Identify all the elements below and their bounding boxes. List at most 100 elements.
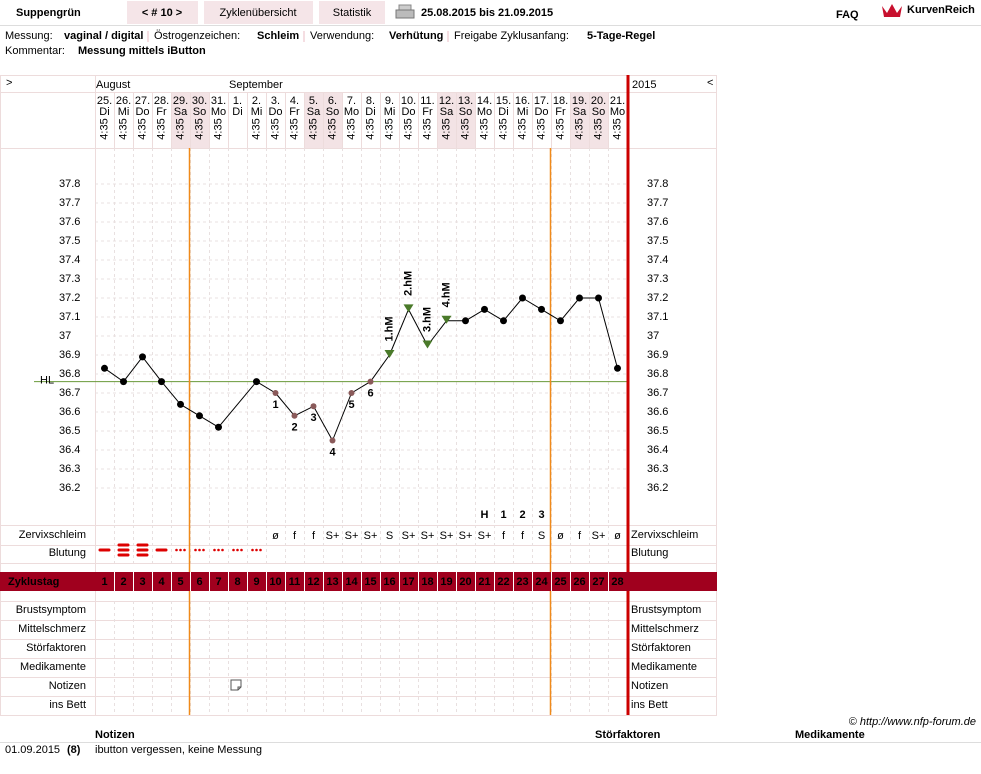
high-point — [422, 340, 433, 349]
tab-label[interactable]: Zyklenübersicht — [219, 7, 296, 19]
time-label: 4:35 — [212, 118, 224, 139]
cycle-day: 21 — [478, 576, 490, 588]
row-label: Brustsymptom — [16, 604, 86, 616]
low-label: 3 — [310, 412, 316, 424]
peak-marker: H — [481, 509, 489, 521]
info-value: Verhütung — [389, 30, 443, 42]
tab-overview[interactable] — [204, 1, 313, 24]
day-label: 11. — [420, 95, 434, 107]
weekday-label: Di — [232, 106, 242, 118]
info-value: Messung mittels iButton — [78, 45, 206, 57]
table-header: Medikamente — [795, 729, 865, 741]
spotting-icon — [240, 548, 243, 552]
temp-point — [538, 305, 545, 313]
low-point — [348, 390, 355, 396]
weekday-label: Sa — [573, 106, 587, 118]
day-label: 10. — [401, 95, 416, 107]
row-label: Blutung — [49, 547, 86, 559]
row-label-right: Brustsymptom — [631, 604, 701, 616]
low-point — [272, 390, 279, 396]
info-value: 5-Tage-Regel — [587, 30, 655, 42]
day-label: 8. — [366, 95, 375, 107]
time-label: 4:35 — [554, 118, 566, 139]
cycle-day: 9 — [253, 576, 259, 588]
brand-name[interactable]: KurvenReich — [907, 4, 975, 16]
day-label: 18. — [553, 95, 568, 107]
y-tick-label-right: 36.6 — [647, 406, 668, 418]
temp-segment — [370, 354, 390, 382]
spotting-icon — [183, 548, 186, 552]
row-label-right: Medikamente — [631, 661, 697, 673]
cycle-nav[interactable]: < # 10 > — [142, 7, 182, 19]
time-label: 4:35 — [136, 118, 148, 139]
temp-point — [557, 317, 564, 325]
chart-frame — [0, 75, 717, 716]
weekday-label: Mi — [118, 106, 130, 118]
weekend-shade — [570, 92, 589, 148]
temp-segment — [104, 367, 124, 383]
low-point — [310, 403, 317, 410]
temp-segment — [199, 415, 219, 428]
y-tick-label: 37.1 — [59, 311, 80, 323]
day-label: 4. — [290, 95, 299, 107]
day-label: 9. — [385, 95, 394, 107]
temp-point — [462, 317, 469, 325]
cycle-day: 13 — [326, 576, 338, 588]
temp-point — [576, 294, 583, 302]
cycle-day: 14 — [345, 576, 358, 588]
cervix-mark: S+ — [459, 530, 473, 542]
high-label: 1.hM — [383, 316, 395, 341]
spotting-icon — [179, 548, 182, 552]
y-tick-label: 36.4 — [59, 444, 80, 456]
y-tick-label: 37.8 — [59, 178, 80, 190]
row-label-right: Mittelschmerz — [631, 623, 699, 635]
nav-right[interactable]: < — [707, 77, 713, 89]
y-tick-label-right: 37.4 — [647, 254, 668, 266]
temp-segment — [503, 297, 523, 322]
cervix-mark: ø — [557, 530, 564, 542]
cervix-mark: S+ — [592, 530, 606, 542]
day-label: 14. — [477, 95, 492, 107]
temp-point — [196, 412, 203, 420]
cycle-button[interactable] — [127, 1, 198, 24]
cervix-mark: S — [538, 530, 545, 542]
note-icon[interactable] — [230, 679, 242, 691]
row-label-right: Störfaktoren — [631, 642, 691, 654]
spotting-icon — [236, 548, 239, 552]
high-point — [441, 315, 452, 324]
faq-link[interactable]: FAQ — [836, 9, 859, 21]
temp-segment — [294, 405, 314, 417]
weekday-label: Di — [99, 106, 109, 118]
day-label: 7. — [347, 95, 356, 107]
temp-segment — [142, 356, 162, 382]
temp-segment — [180, 403, 200, 417]
cervix-mark: f — [521, 530, 525, 542]
weekend-shade — [323, 92, 342, 148]
cycle-day: 23 — [516, 576, 528, 588]
spotting-icon — [217, 548, 220, 552]
cervix-mark: S+ — [345, 530, 359, 542]
info-value: vaginal / digital — [64, 30, 143, 42]
y-tick-label-right: 37.3 — [647, 273, 668, 285]
day-label: 27. — [135, 95, 150, 107]
weekday-label: Di — [365, 106, 375, 118]
tab-statistics[interactable] — [319, 1, 385, 24]
bleeding-icon — [136, 548, 149, 552]
brand-logo[interactable] — [882, 4, 902, 17]
time-label: 4:35 — [516, 118, 528, 139]
spotting-icon — [221, 548, 224, 552]
cycle-day: 18 — [421, 576, 433, 588]
cervix-mark: S+ — [421, 530, 435, 542]
row-label-right: Notizen — [631, 680, 668, 692]
nav-left[interactable]: > — [6, 77, 12, 89]
high-label: 2.hM — [402, 271, 414, 296]
temp-segment — [484, 308, 504, 322]
temp-segment — [332, 392, 352, 441]
tab-label[interactable]: Statistik — [333, 7, 372, 19]
bleeding-icon — [117, 553, 130, 557]
printer-icon[interactable] — [395, 4, 415, 19]
info-label: Messung: — [5, 30, 53, 42]
cycle-day: 11 — [289, 576, 301, 588]
day-label: 15. — [496, 95, 511, 107]
weekday-label: Sa — [307, 106, 321, 118]
